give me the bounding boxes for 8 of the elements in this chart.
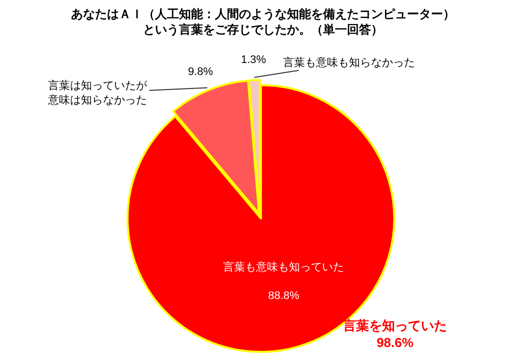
data-label: 9.8% [188, 66, 214, 78]
chart-title: あなたはＡＩ（人工知能：人間のような知能を備えたコンピューター）という言葉をご存じでしたか。（単一回答） [71, 7, 455, 37]
slice-label: 言葉も意味も知っていた [223, 260, 344, 274]
data-label: 88.8% [268, 290, 300, 302]
data-label: 1.3% [241, 54, 266, 66]
text: 言葉を知っていた 98.6% [342, 318, 447, 350]
slice-label: 言葉も意味も知らなかった [283, 56, 415, 69]
slice-label: 言葉は知っていたが意味は知らなかった [47, 79, 148, 106]
